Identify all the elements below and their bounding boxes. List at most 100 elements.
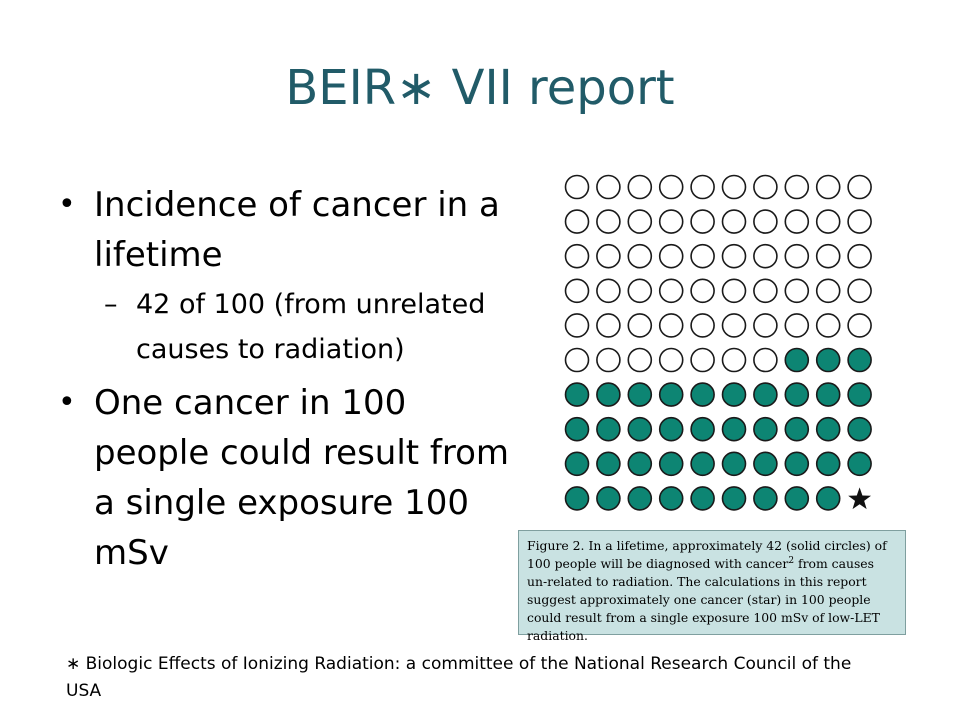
open-circle-icon bbox=[564, 347, 590, 373]
open-circle-icon bbox=[627, 209, 653, 234]
solid-circle-icon bbox=[753, 486, 778, 511]
open-circle-icon bbox=[753, 209, 778, 234]
solid-circle-icon bbox=[690, 451, 715, 477]
open-circle-icon bbox=[784, 313, 810, 338]
solid-circle-icon bbox=[564, 451, 590, 477]
open-circle-icon bbox=[596, 347, 621, 373]
solid-circle-icon bbox=[690, 486, 715, 511]
solid-circle-icon bbox=[815, 382, 841, 407]
open-circle-icon bbox=[627, 347, 653, 373]
solid-circle-icon bbox=[596, 382, 621, 407]
bullet-dot-icon: • bbox=[58, 187, 76, 222]
open-circle-icon bbox=[627, 313, 653, 338]
solid-circle-icon bbox=[815, 347, 841, 373]
open-circle-icon bbox=[564, 313, 590, 338]
solid-circle-icon bbox=[815, 486, 841, 511]
open-circle-icon bbox=[721, 278, 747, 304]
open-circle-icon bbox=[815, 313, 841, 338]
open-circle-icon bbox=[690, 209, 715, 234]
open-circle-icon bbox=[847, 278, 872, 304]
caption-text-part-2: from causes un-related to radiation. The… bbox=[527, 556, 880, 643]
open-circle-icon bbox=[721, 347, 747, 373]
solid-circle-icon bbox=[721, 416, 747, 442]
bullet-list: • Incidence of cancer in a lifetime – 42… bbox=[58, 180, 528, 578]
solid-circle-icon bbox=[815, 416, 841, 442]
open-circle-icon bbox=[658, 347, 684, 373]
solid-circle-icon bbox=[596, 486, 621, 511]
solid-circle-icon bbox=[847, 347, 872, 373]
solid-circle-icon bbox=[721, 486, 747, 511]
open-circle-icon bbox=[596, 174, 621, 200]
solid-circle-icon bbox=[847, 451, 872, 477]
solid-circle-icon bbox=[784, 451, 810, 477]
open-circle-icon bbox=[753, 243, 778, 269]
solid-circle-icon bbox=[627, 451, 653, 477]
solid-circle-icon bbox=[784, 382, 810, 407]
solid-circle-icon bbox=[847, 416, 872, 442]
open-circle-icon bbox=[815, 209, 841, 234]
solid-circle-icon bbox=[658, 382, 684, 407]
dash-icon: – bbox=[104, 289, 118, 320]
open-circle-icon bbox=[564, 278, 590, 304]
star-icon bbox=[848, 487, 872, 510]
open-circle-icon bbox=[690, 174, 715, 200]
bullet-text: One cancer in 100 people could result fr… bbox=[94, 383, 510, 573]
open-circle-icon bbox=[815, 174, 841, 200]
open-circle-icon bbox=[690, 278, 715, 304]
open-circle-icon bbox=[784, 278, 810, 304]
open-circle-icon bbox=[784, 174, 810, 200]
open-circle-icon bbox=[596, 278, 621, 304]
caption-superscript: 2 bbox=[788, 555, 795, 566]
open-circle-icon bbox=[564, 174, 590, 200]
open-circle-icon bbox=[784, 209, 810, 234]
subbullet-text: 42 of 100 (from unrelated causes to radi… bbox=[136, 289, 486, 365]
solid-circle-icon bbox=[690, 382, 715, 407]
solid-circle-icon bbox=[784, 486, 810, 511]
open-circle-icon bbox=[721, 313, 747, 338]
open-circle-icon bbox=[753, 278, 778, 304]
figure-caption: Figure 2. In a lifetime, approximately 4… bbox=[518, 530, 906, 643]
solid-circle-icon bbox=[690, 416, 715, 442]
people-grid bbox=[564, 174, 872, 511]
open-circle-icon bbox=[658, 243, 684, 269]
open-circle-icon bbox=[753, 313, 778, 338]
open-circle-icon bbox=[627, 278, 653, 304]
open-circle-icon bbox=[690, 313, 715, 338]
solid-circle-icon bbox=[564, 382, 590, 407]
solid-circle-icon bbox=[564, 416, 590, 442]
solid-circle-icon bbox=[627, 416, 653, 442]
open-circle-icon bbox=[815, 243, 841, 269]
open-circle-icon bbox=[690, 347, 715, 373]
open-circle-icon bbox=[658, 174, 684, 200]
open-circle-icon bbox=[564, 243, 590, 269]
solid-circle-icon bbox=[753, 451, 778, 477]
open-circle-icon bbox=[596, 243, 621, 269]
solid-circle-icon bbox=[753, 382, 778, 407]
footnote: ∗ Biologic Effects of Ionizing Radiation… bbox=[66, 654, 852, 701]
open-circle-icon bbox=[658, 313, 684, 338]
open-circle-icon bbox=[784, 243, 810, 269]
solid-circle-icon bbox=[627, 382, 653, 407]
solid-circle-icon bbox=[784, 347, 810, 373]
solid-circle-icon bbox=[596, 416, 621, 442]
solid-circle-icon bbox=[596, 451, 621, 477]
open-circle-icon bbox=[658, 209, 684, 234]
open-circle-icon bbox=[596, 209, 621, 234]
open-circle-icon bbox=[847, 243, 872, 269]
solid-circle-icon bbox=[658, 416, 684, 442]
caption-label: Figure 2. bbox=[527, 538, 585, 553]
open-circle-icon bbox=[847, 209, 872, 234]
solid-circle-icon bbox=[784, 416, 810, 442]
open-circle-icon bbox=[753, 174, 778, 200]
open-circle-icon bbox=[690, 243, 715, 269]
open-circle-icon bbox=[627, 243, 653, 269]
open-circle-icon bbox=[847, 174, 872, 200]
solid-circle-icon bbox=[753, 416, 778, 442]
open-circle-icon bbox=[564, 209, 590, 234]
solid-circle-icon bbox=[658, 451, 684, 477]
solid-circle-icon bbox=[847, 382, 872, 407]
bullet-text: Incidence of cancer in a lifetime bbox=[94, 185, 500, 275]
open-circle-icon bbox=[721, 243, 747, 269]
solid-circle-icon bbox=[627, 486, 653, 511]
